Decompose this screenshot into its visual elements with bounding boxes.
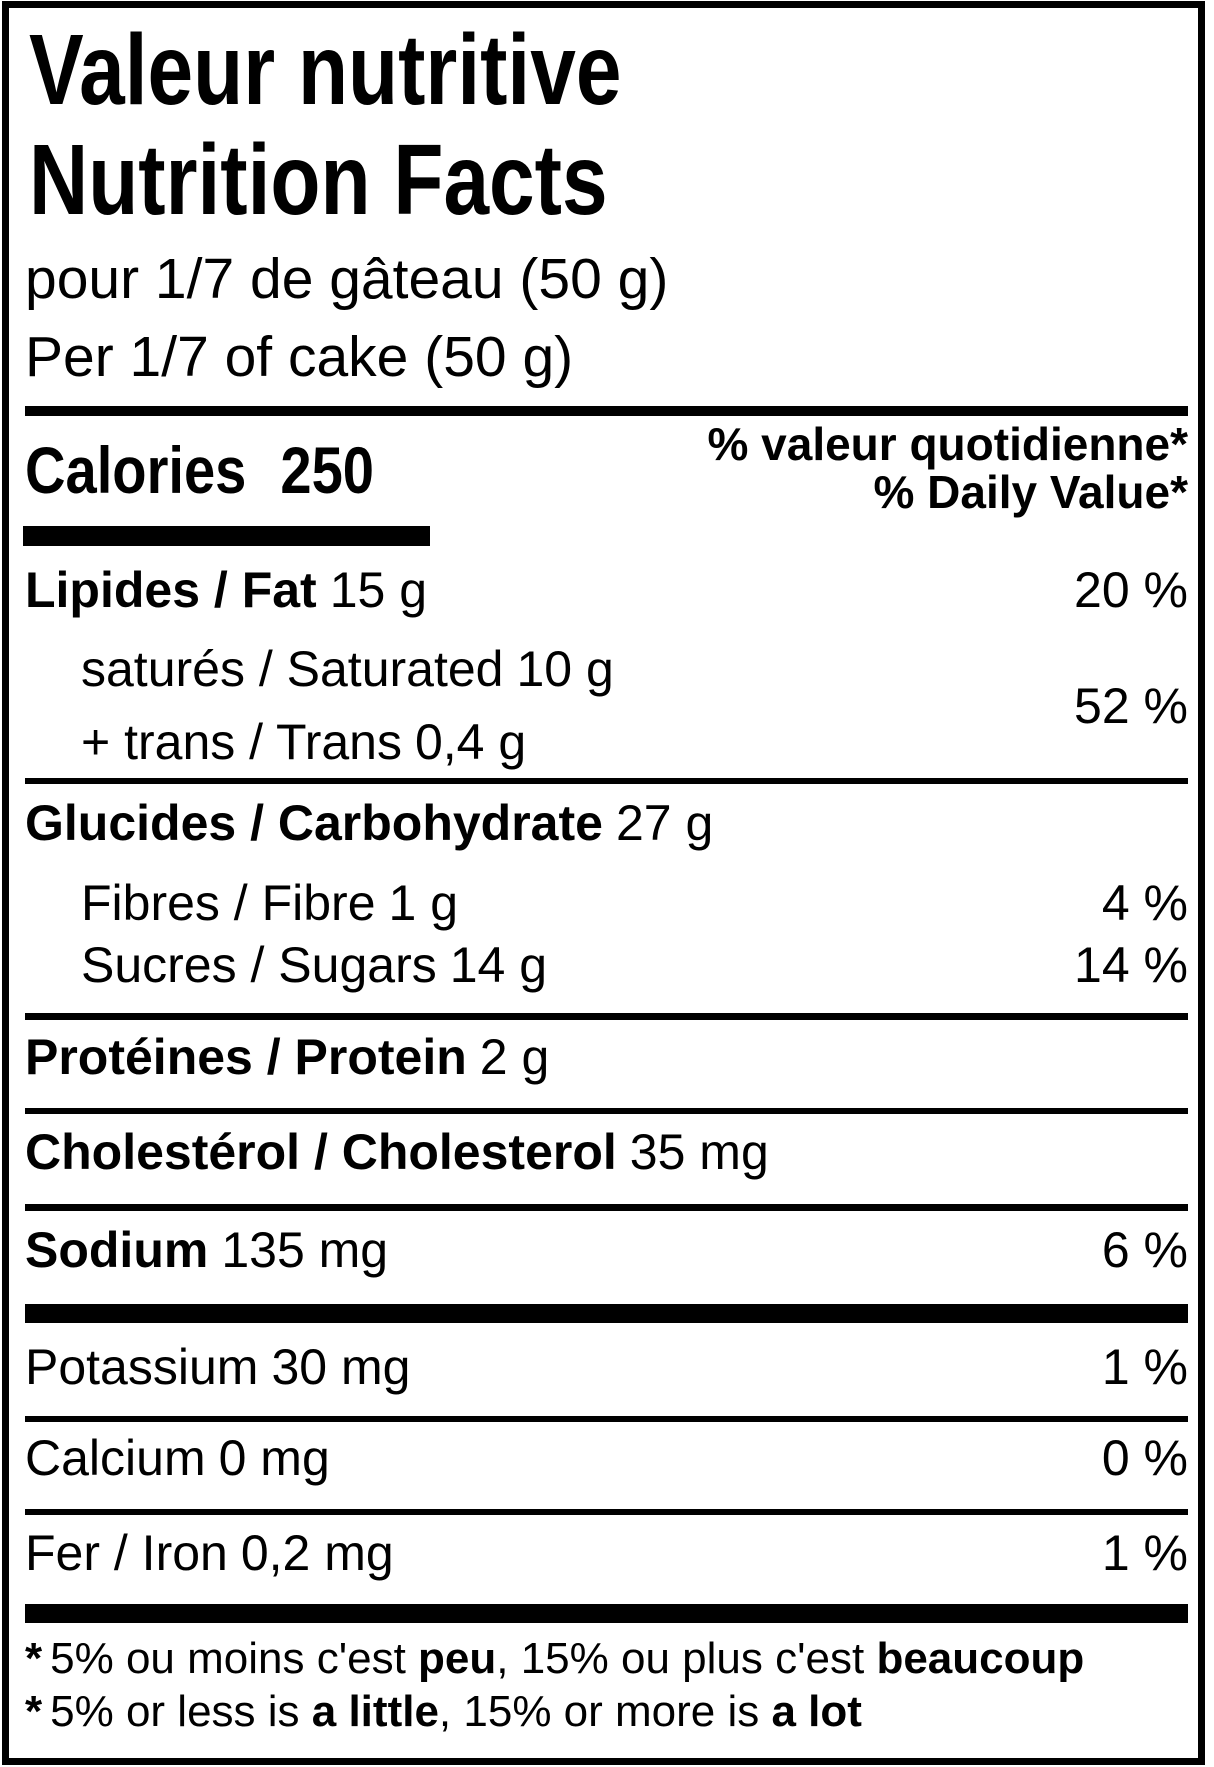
- protein-amount: 2 g: [479, 1029, 550, 1085]
- footnote-english-bold1: a little: [311, 1687, 439, 1736]
- rule-above-iron: [25, 1509, 1188, 1515]
- protein-row: Protéines / Protein 2 g: [25, 1028, 1188, 1086]
- footnote-french: * 5% ou moins c'est peu, 15% ou plus c'es…: [25, 1634, 1084, 1684]
- potassium-row: Potassium 30 mg 1 %: [25, 1338, 1188, 1396]
- daily-value-header-french: % valeur quotidienne*: [707, 418, 1188, 470]
- footnote-french-bold1: peu: [418, 1634, 497, 1683]
- calcium-row: Calcium 0 mg 0 %: [25, 1429, 1188, 1487]
- footnote-english-bold2: a lot: [771, 1687, 862, 1736]
- calories-underline-bar: [23, 526, 430, 546]
- saturated-amount: 10 g: [516, 641, 614, 697]
- sugars-row: Sucres / Sugars 14 g 14 %: [25, 936, 1188, 994]
- thick-bar-below-sodium: [25, 1304, 1188, 1323]
- footnote-english-text2: , 15% or more is: [438, 1687, 772, 1736]
- trans-line: + trans / Trans 0,4 g: [81, 706, 614, 779]
- footnote-french-asterisk: *: [25, 1634, 43, 1683]
- iron-row: Fer / Iron 0,2 mg 1 %: [25, 1524, 1188, 1582]
- title-french: Valeur nutritive: [29, 14, 622, 126]
- calcium-amount: 0 mg: [218, 1430, 330, 1486]
- iron-name: Fer / Iron: [25, 1525, 228, 1581]
- footnote-french-text2: , 15% ou plus c'est: [496, 1634, 877, 1683]
- sodium-amount: 135 mg: [221, 1222, 389, 1278]
- footnote-french-text1: 5% ou moins c'est: [50, 1634, 419, 1683]
- sodium-row: Sodium 135 mg 6 %: [25, 1221, 1188, 1279]
- trans-amount: 0,4 g: [414, 714, 527, 770]
- footnote-english-text1: 5% or less is: [50, 1687, 312, 1736]
- carbohydrate-name: Glucides / Carbohydrate: [25, 795, 603, 851]
- title-english: Nutrition Facts: [29, 124, 608, 236]
- carbohydrate-amount: 27 g: [615, 795, 714, 851]
- sodium-daily-value: 6 %: [1101, 1222, 1188, 1278]
- fat-daily-value: 20 %: [1074, 562, 1188, 618]
- footnote-french-bold2: beaucoup: [876, 1634, 1085, 1683]
- fibre-amount: 1 g: [388, 875, 459, 931]
- iron-amount: 0,2 mg: [240, 1525, 394, 1581]
- footnote-english-asterisk: *: [25, 1687, 43, 1736]
- potassium-name: Potassium: [25, 1339, 259, 1395]
- rule-above-sodium: [25, 1204, 1188, 1211]
- potassium-daily-value: 1 %: [1101, 1339, 1188, 1395]
- sugars-name: Sucres / Sugars: [81, 937, 437, 993]
- footnote-english: * 5% or less is a little, 15% or more is …: [25, 1687, 862, 1737]
- rule-above-carbohydrate: [25, 778, 1188, 784]
- trans-name: + trans / Trans: [81, 714, 402, 770]
- rule-above-protein: [25, 1013, 1188, 1020]
- serving-size-english: Per 1/7 of cake (50 g): [25, 325, 574, 389]
- fat-amount: 15 g: [329, 562, 428, 618]
- cholesterol-name: Cholestérol / Cholesterol: [25, 1124, 617, 1180]
- saturated-trans-lines: saturés / Saturated 10 g + trans / Trans 0…: [25, 633, 614, 779]
- sugars-amount: 14 g: [449, 937, 548, 993]
- thick-bar-above-footnotes: [25, 1604, 1188, 1623]
- carbohydrate-row: Glucides / Carbohydrate 27 g: [25, 794, 1188, 852]
- fibre-row: Fibres / Fibre 1 g 4 %: [25, 874, 1188, 932]
- saturated-trans-row: saturés / Saturated 10 g + trans / Trans 0…: [25, 633, 1188, 779]
- fibre-daily-value: 4 %: [1101, 875, 1188, 931]
- daily-value-header-english: % Daily Value*: [873, 466, 1189, 518]
- serving-size-french: pour 1/7 de gâteau (50 g): [25, 247, 669, 311]
- fat-row: Lipides / Fat 15 g 20 %: [25, 561, 1188, 619]
- rule-below-serving: [25, 406, 1188, 416]
- calories-row: Calories 250: [25, 432, 374, 508]
- calories-label: Calories: [25, 433, 247, 507]
- saturated-line: saturés / Saturated 10 g: [81, 633, 614, 706]
- calories-value: 250: [280, 433, 375, 507]
- saturated-name: saturés / Saturated: [81, 641, 504, 697]
- fat-name: Lipides / Fat: [25, 562, 317, 618]
- cholesterol-amount: 35 mg: [629, 1124, 769, 1180]
- cholesterol-row: Cholestérol / Cholesterol 35 mg: [25, 1123, 1188, 1181]
- sugars-daily-value: 14 %: [1074, 937, 1188, 993]
- potassium-amount: 30 mg: [271, 1339, 411, 1395]
- calcium-name: Calcium: [25, 1430, 206, 1486]
- protein-name: Protéines / Protein: [25, 1029, 467, 1085]
- fibre-name: Fibres / Fibre: [81, 875, 376, 931]
- saturated-trans-daily-value: 52 %: [1074, 678, 1188, 734]
- iron-daily-value: 1 %: [1101, 1525, 1188, 1581]
- rule-above-cholesterol: [25, 1108, 1188, 1114]
- sodium-name: Sodium: [25, 1222, 209, 1278]
- calcium-daily-value: 0 %: [1101, 1430, 1188, 1486]
- rule-above-calcium: [25, 1416, 1188, 1422]
